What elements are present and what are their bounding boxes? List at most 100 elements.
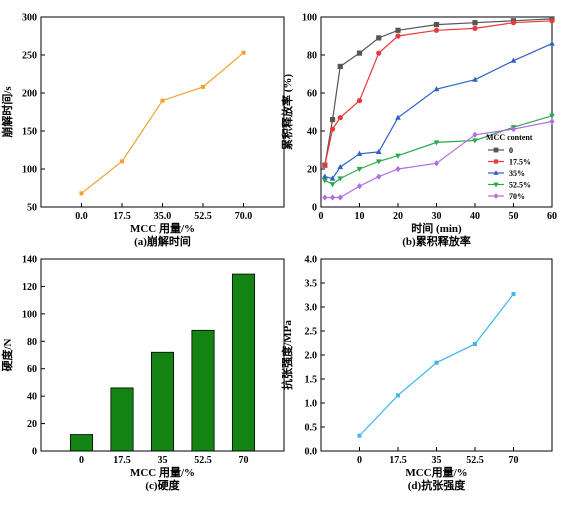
y-tick-label: 250 [22, 51, 37, 62]
data-point [79, 191, 84, 196]
y-tick-label: 1.0 [305, 399, 318, 410]
data-point [472, 20, 478, 26]
series-line [359, 293, 514, 437]
y-tick-label: 120 [22, 282, 37, 293]
y-tick-label: 200 [22, 89, 37, 100]
data-point [120, 159, 124, 164]
y-axis-label: 累积释放率 (%) [280, 74, 294, 150]
y-tick-label: 4.0 [305, 255, 318, 266]
plot-frame [320, 258, 553, 452]
bar [191, 329, 215, 452]
chart-c: 0 20 40 60 80 100 120 140 0 17.5 35 52.5 70 MCC 用量/% 硬… [0, 255, 285, 492]
series-line [324, 20, 553, 166]
x-tick-label: 52.5 [194, 455, 212, 466]
data-point [376, 35, 382, 41]
y-tick-label: 20 [307, 165, 317, 176]
x-tick-label: 70.0 [235, 211, 253, 222]
data-point [329, 117, 336, 123]
x-tick-label: 17.5 [113, 211, 131, 222]
x-tick-label: 20 [393, 211, 403, 222]
legend-label: 52.5% [509, 181, 531, 190]
data-point [337, 194, 343, 201]
chart-caption: (d)抗张强度 [408, 478, 466, 492]
legend-marker [493, 182, 499, 188]
data-point [510, 57, 517, 63]
x-axis-label: 时间 (min) [411, 221, 462, 235]
data-point [322, 194, 328, 201]
data-point [433, 160, 440, 167]
y-tick-label: 0 [32, 447, 37, 458]
data-point [356, 150, 363, 156]
y-tick-label: 140 [22, 255, 37, 266]
data-point [549, 113, 555, 119]
data-point [356, 166, 363, 173]
chart-a: 50 100 150 200 250 300 0.0 17.5 35.0 52.5 70.0 MCC … [0, 13, 285, 248]
data-point [510, 20, 517, 26]
data-point [375, 148, 382, 154]
data-point [241, 50, 246, 55]
data-point [337, 63, 343, 69]
data-point [375, 159, 382, 165]
y-tick-label: 100 [302, 13, 317, 24]
x-tick-label: 70 [509, 455, 519, 466]
legend-label: 17.5% [509, 158, 531, 167]
y-tick-label: 2.5 [305, 327, 318, 338]
chart-caption: (b)累积释放率 [402, 234, 470, 248]
legend-title: MCC content [486, 133, 533, 142]
data-point [376, 173, 382, 180]
legend-label: 35% [509, 169, 525, 178]
data-point [395, 27, 401, 33]
data-point [511, 292, 516, 297]
data-point [433, 22, 440, 28]
x-tick-label: 52.5 [466, 455, 484, 466]
plot-frame [320, 16, 553, 208]
y-tick-label: 100 [22, 165, 37, 176]
series-line [81, 52, 244, 194]
data-point [433, 27, 440, 33]
x-tick-label: 0 [357, 455, 362, 466]
y-tick-label: 3.0 [305, 303, 318, 314]
bar [150, 351, 175, 452]
legend-label: 70% [509, 192, 525, 201]
y-tick-label: 3.5 [305, 279, 318, 290]
data-point [395, 165, 401, 173]
data-point [433, 86, 440, 92]
x-tick-label: 35 [432, 455, 442, 466]
y-tick-label: 50 [27, 203, 37, 214]
data-point [322, 162, 328, 168]
bar [69, 434, 94, 452]
data-point [549, 118, 555, 125]
data-point [321, 178, 328, 184]
data-point [472, 76, 478, 82]
data-point [329, 126, 336, 132]
legend-marker [493, 159, 499, 164]
y-tick-label: 60 [307, 89, 317, 100]
x-tick-label: 10 [355, 211, 365, 222]
y-tick-label: 40 [307, 127, 317, 138]
y-tick-label: 300 [22, 13, 37, 24]
chart-caption: (c)硬度 [145, 478, 180, 492]
x-tick-label: 30 [432, 211, 442, 222]
bar [110, 387, 134, 452]
y-axis-label: 崩解时间/s [0, 86, 14, 138]
bar [231, 273, 256, 452]
legend-marker [493, 193, 499, 199]
x-tick-label: 52.5 [194, 211, 212, 222]
y-tick-label: 0.5 [305, 423, 318, 434]
series-line [324, 120, 553, 199]
chart-caption: (a)崩解时间 [134, 234, 191, 248]
data-point [433, 140, 440, 146]
x-tick-label: 0 [79, 455, 84, 466]
x-tick-label: 35.0 [154, 211, 172, 222]
data-point [160, 98, 165, 103]
data-point [395, 153, 401, 159]
data-point [337, 176, 344, 182]
y-tick-label: 2.0 [305, 351, 318, 362]
x-tick-label: 60 [547, 211, 557, 222]
x-axis-label: MCC 用量/% [130, 222, 195, 235]
data-point [434, 360, 439, 365]
y-tick-label: 60 [27, 364, 37, 375]
y-tick-label: 20 [27, 419, 37, 430]
x-tick-label: 17.5 [389, 455, 407, 466]
legend-marker [493, 147, 499, 153]
